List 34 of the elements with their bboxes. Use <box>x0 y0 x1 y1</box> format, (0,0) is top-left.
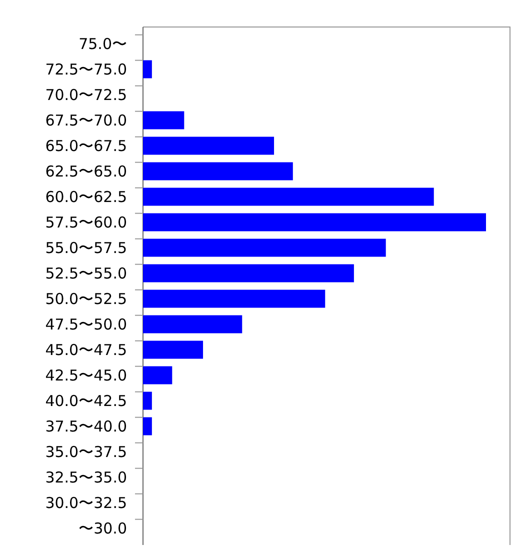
y-tick-label: 45.0〜47.5 <box>45 340 127 359</box>
y-tick-label: 50.0〜52.5 <box>45 290 127 308</box>
y-tick-label: 70.0〜72.5 <box>45 86 127 104</box>
y-tick-label: 57.5〜60.0 <box>45 213 127 232</box>
y-tick-label: 75.0〜 <box>78 34 127 53</box>
y-tick-label: 40.0〜42.5 <box>45 392 127 410</box>
bar <box>143 111 184 130</box>
y-tick-label: 47.5〜50.0 <box>45 315 127 334</box>
y-tick-label: 67.5〜70.0 <box>45 111 127 130</box>
y-tick-label: 55.0〜57.5 <box>45 238 127 257</box>
bar <box>143 315 242 334</box>
y-tick-label: 〜30.0 <box>78 519 127 538</box>
bar <box>143 392 152 410</box>
y-tick-label: 42.5〜45.0 <box>45 366 127 384</box>
y-tick-label: 35.0〜37.5 <box>45 442 127 461</box>
y-tick-label: 52.5〜55.0 <box>45 264 127 282</box>
bar <box>143 136 274 155</box>
bar <box>143 340 204 359</box>
bar <box>143 264 354 282</box>
bar <box>143 60 152 78</box>
y-tick-label: 65.0〜67.5 <box>45 136 127 155</box>
bar <box>143 417 152 436</box>
bar <box>143 366 172 384</box>
y-tick-label: 60.0〜62.5 <box>45 188 127 206</box>
bar <box>143 162 293 180</box>
y-tick-label: 72.5〜75.0 <box>45 60 127 78</box>
bar <box>143 188 434 206</box>
y-tick-label: 37.5〜40.0 <box>45 417 127 436</box>
y-tick-label: 62.5〜65.0 <box>45 162 127 180</box>
bar <box>143 213 486 232</box>
y-tick-label: 32.5〜35.0 <box>45 468 127 486</box>
bar <box>143 290 326 308</box>
y-tick-label: 30.0〜32.5 <box>45 494 127 512</box>
bar <box>143 238 386 257</box>
